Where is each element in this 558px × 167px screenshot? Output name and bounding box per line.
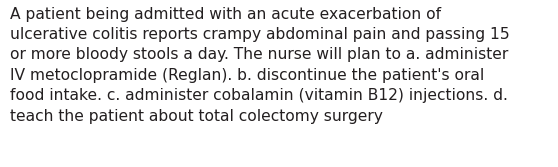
Text: A patient being admitted with an acute exacerbation of
ulcerative colitis report: A patient being admitted with an acute e… [10,7,510,124]
